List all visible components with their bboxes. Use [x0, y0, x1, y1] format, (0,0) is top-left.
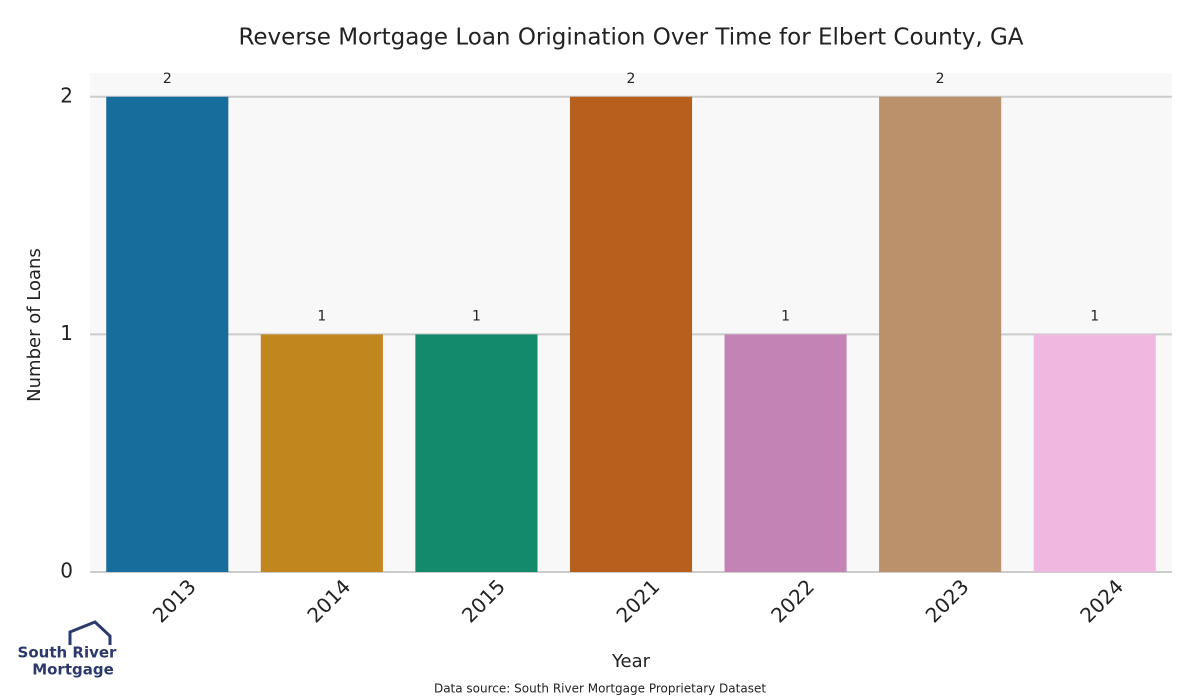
chart-title: Reverse Mortgage Loan Origination Over T…: [238, 25, 1023, 51]
x-tick-label: 2015: [457, 574, 510, 627]
bar: [879, 96, 1002, 572]
logo-text: South River: [18, 644, 118, 662]
source-note: Data source: South River Mortgage Propri…: [434, 682, 766, 696]
bar: [415, 334, 538, 572]
value-label: 2: [163, 71, 172, 87]
value-label: 1: [1090, 308, 1099, 324]
logo: South River Mortgage: [18, 620, 118, 679]
value-label: 2: [936, 71, 945, 87]
y-tick-label: 1: [60, 321, 73, 345]
x-tick-label: 2023: [921, 574, 974, 627]
y-tick-label: 0: [60, 559, 73, 583]
x-tick-label: 2013: [148, 574, 201, 627]
value-label: 2: [627, 71, 636, 87]
bar: [569, 96, 693, 572]
bar: [1033, 334, 1156, 572]
value-label: 1: [781, 308, 790, 324]
bar: [106, 96, 229, 572]
value-label: 1: [317, 308, 326, 324]
y-tick-label: 2: [60, 83, 73, 107]
bar: [724, 334, 847, 572]
logo-text: Mortgage: [32, 661, 114, 679]
x-tick-label: 2021: [611, 574, 664, 627]
y-axis-label: Number of Loans: [24, 248, 45, 402]
logo-roof: [68, 620, 112, 645]
x-axis-label: Year: [611, 651, 651, 672]
bar: [260, 334, 383, 572]
x-tick-label: 2014: [302, 574, 355, 627]
value-label: 1: [472, 308, 481, 324]
x-tick-label: 2022: [766, 574, 819, 627]
x-tick-label: 2024: [1075, 574, 1128, 627]
